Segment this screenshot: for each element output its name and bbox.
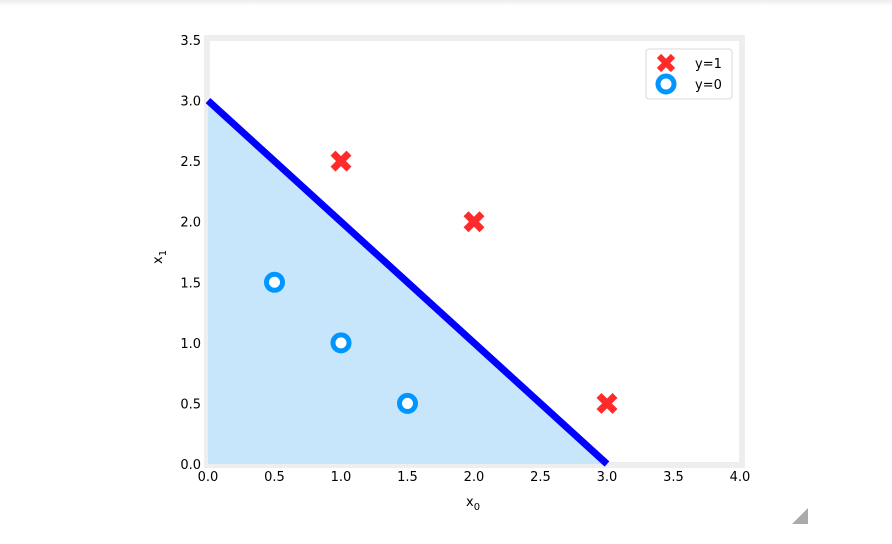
x-tick-label: 3.5 bbox=[663, 470, 684, 485]
data-point-y0 bbox=[264, 271, 285, 293]
x-tick-label: 2.0 bbox=[464, 470, 485, 485]
y-tick-label: 2.5 bbox=[180, 155, 201, 170]
x-tick-label: 0.5 bbox=[264, 470, 285, 485]
y-axis-label-subscript: 1 bbox=[158, 250, 169, 256]
cell-top-shadow bbox=[0, 0, 892, 6]
x-tick-label: 1.5 bbox=[397, 470, 418, 485]
y-axis-label: x1 bbox=[151, 250, 169, 264]
legend-icon-x bbox=[656, 53, 676, 73]
resize-handle-icon[interactable] bbox=[792, 508, 808, 524]
x-marker-stroke bbox=[596, 392, 618, 414]
x-marker-stroke bbox=[656, 53, 676, 73]
x-tick-label: 4.0 bbox=[730, 470, 751, 485]
data-point-y1 bbox=[463, 211, 485, 233]
y-tick-label: 3.0 bbox=[180, 95, 201, 110]
x-marker-stroke bbox=[463, 211, 485, 233]
y-tick-label: 2.0 bbox=[180, 216, 201, 231]
legend-label: y=1 bbox=[695, 57, 722, 72]
y-tick-label: 3.5 bbox=[180, 34, 201, 49]
x-tick-label: 0.0 bbox=[198, 470, 219, 485]
x-axis-label: x0 bbox=[466, 495, 480, 513]
legend: y=1y=0 bbox=[645, 48, 733, 100]
x-tick-label: 2.5 bbox=[530, 470, 551, 485]
x-axis-label-subscript: 0 bbox=[474, 502, 480, 513]
legend-label: y=0 bbox=[695, 78, 722, 93]
y-tick-label: 0.0 bbox=[180, 458, 201, 473]
y-tick-label: 1.5 bbox=[180, 276, 201, 291]
x-tick-label: 3.0 bbox=[597, 470, 618, 485]
y-tick-label: 0.5 bbox=[180, 397, 201, 412]
data-point-y0 bbox=[330, 332, 352, 354]
decision-boundary-line bbox=[205, 97, 610, 467]
data-point-y1 bbox=[330, 150, 352, 172]
data-point-y1 bbox=[596, 392, 618, 414]
data-point-y0 bbox=[397, 392, 418, 414]
legend-icon-o bbox=[655, 73, 677, 95]
x-tick-label: 1.0 bbox=[331, 470, 352, 485]
x-marker-stroke bbox=[330, 150, 352, 172]
y-tick-label: 1.0 bbox=[180, 337, 201, 352]
